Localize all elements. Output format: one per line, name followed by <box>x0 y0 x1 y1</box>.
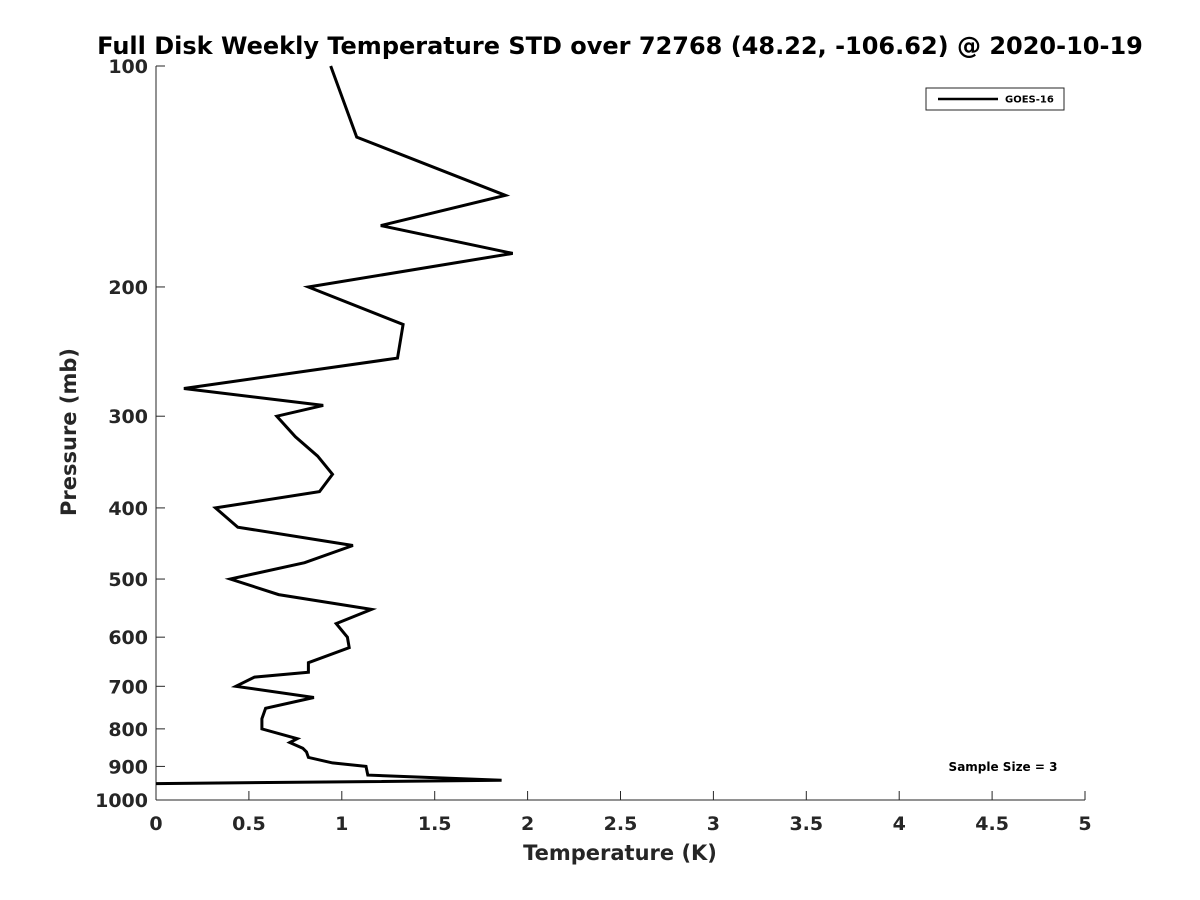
x-tick-label: 3 <box>707 813 720 835</box>
y-tick-label: 400 <box>108 498 148 520</box>
x-tick-label: 4.5 <box>975 813 1009 835</box>
chart-title: Full Disk Weekly Temperature STD over 72… <box>97 32 1143 60</box>
sample-size-annotation: Sample Size = 3 <box>949 760 1058 774</box>
x-tick-label: 2.5 <box>604 813 638 835</box>
x-tick-label: 0.5 <box>232 813 266 835</box>
y-axis-label: Pressure (mb) <box>57 348 81 516</box>
y-tick-label: 900 <box>108 756 148 778</box>
series-line-goes-16 <box>155 65 514 786</box>
x-tick-label: 1.5 <box>418 813 452 835</box>
y-tick-label: 600 <box>108 627 148 649</box>
y-tick-label: 800 <box>108 719 148 741</box>
x-tick-label: 1 <box>335 813 348 835</box>
y-tick-label: 500 <box>108 569 148 591</box>
y-tick-label: 200 <box>108 277 148 299</box>
series-layer <box>155 65 514 786</box>
x-tick-label: 4 <box>893 813 906 835</box>
legend-entry: GOES-16 <box>1005 95 1054 106</box>
x-axis-label: Temperature (K) <box>523 841 717 865</box>
y-tick-label: 1000 <box>95 790 148 812</box>
x-tick-label: 0 <box>149 813 162 835</box>
y-tick-label: 100 <box>108 56 148 78</box>
y-tick-label: 700 <box>108 676 148 698</box>
y-tick-label: 300 <box>108 406 148 428</box>
axes: 0 0.5 1 1.5 2 2.5 3 3.5 4 4.5 5 100 200 300 400 500 600 7… <box>95 56 1092 835</box>
x-tick-label: 5 <box>1078 813 1091 835</box>
x-tick-label: 2 <box>521 813 534 835</box>
legend: GOES-16 <box>925 87 1065 111</box>
x-tick-label: 3.5 <box>789 813 823 835</box>
